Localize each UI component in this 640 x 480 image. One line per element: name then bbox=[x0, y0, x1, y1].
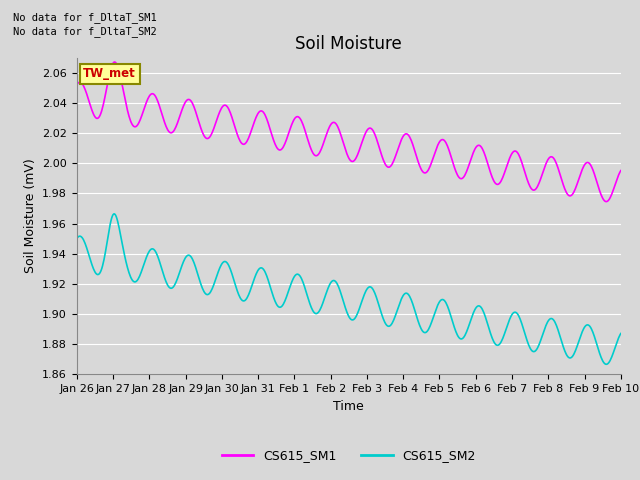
CS615_SM2 bbox=[110, 211, 118, 217]
CS615_SM2 bbox=[603, 361, 611, 367]
CS615_SM1 bbox=[111, 59, 118, 65]
CS615_SM1 bbox=[140, 108, 147, 114]
CS615_SM2 bbox=[73, 236, 81, 241]
CS615_SM2 bbox=[416, 322, 424, 328]
CS615_SM2 bbox=[431, 308, 439, 314]
CS615_SM2 bbox=[140, 263, 147, 269]
CS615_SM1 bbox=[603, 199, 611, 204]
Line: CS615_SM1: CS615_SM1 bbox=[77, 62, 621, 202]
Text: TW_met: TW_met bbox=[83, 67, 136, 80]
CS615_SM1 bbox=[223, 104, 231, 110]
CS615_SM2 bbox=[223, 260, 231, 266]
CS615_SM1 bbox=[416, 163, 424, 168]
CS615_SM1 bbox=[617, 168, 625, 173]
CS615_SM2 bbox=[617, 331, 625, 336]
CS615_SM1 bbox=[195, 118, 202, 124]
CS615_SM1 bbox=[73, 82, 81, 87]
CS615_SM1 bbox=[431, 148, 439, 154]
CS615_SM1 bbox=[83, 91, 90, 96]
X-axis label: Time: Time bbox=[333, 400, 364, 413]
Line: CS615_SM2: CS615_SM2 bbox=[77, 214, 621, 364]
Text: No data for f_DltaT_SM2: No data for f_DltaT_SM2 bbox=[13, 26, 157, 37]
CS615_SM2 bbox=[195, 274, 202, 280]
Legend: CS615_SM1, CS615_SM2: CS615_SM1, CS615_SM2 bbox=[217, 444, 481, 467]
Y-axis label: Soil Moisture (mV): Soil Moisture (mV) bbox=[24, 158, 36, 274]
Title: Soil Moisture: Soil Moisture bbox=[296, 35, 402, 53]
Text: No data for f_DltaT_SM1: No data for f_DltaT_SM1 bbox=[13, 12, 157, 23]
CS615_SM2 bbox=[83, 245, 90, 251]
